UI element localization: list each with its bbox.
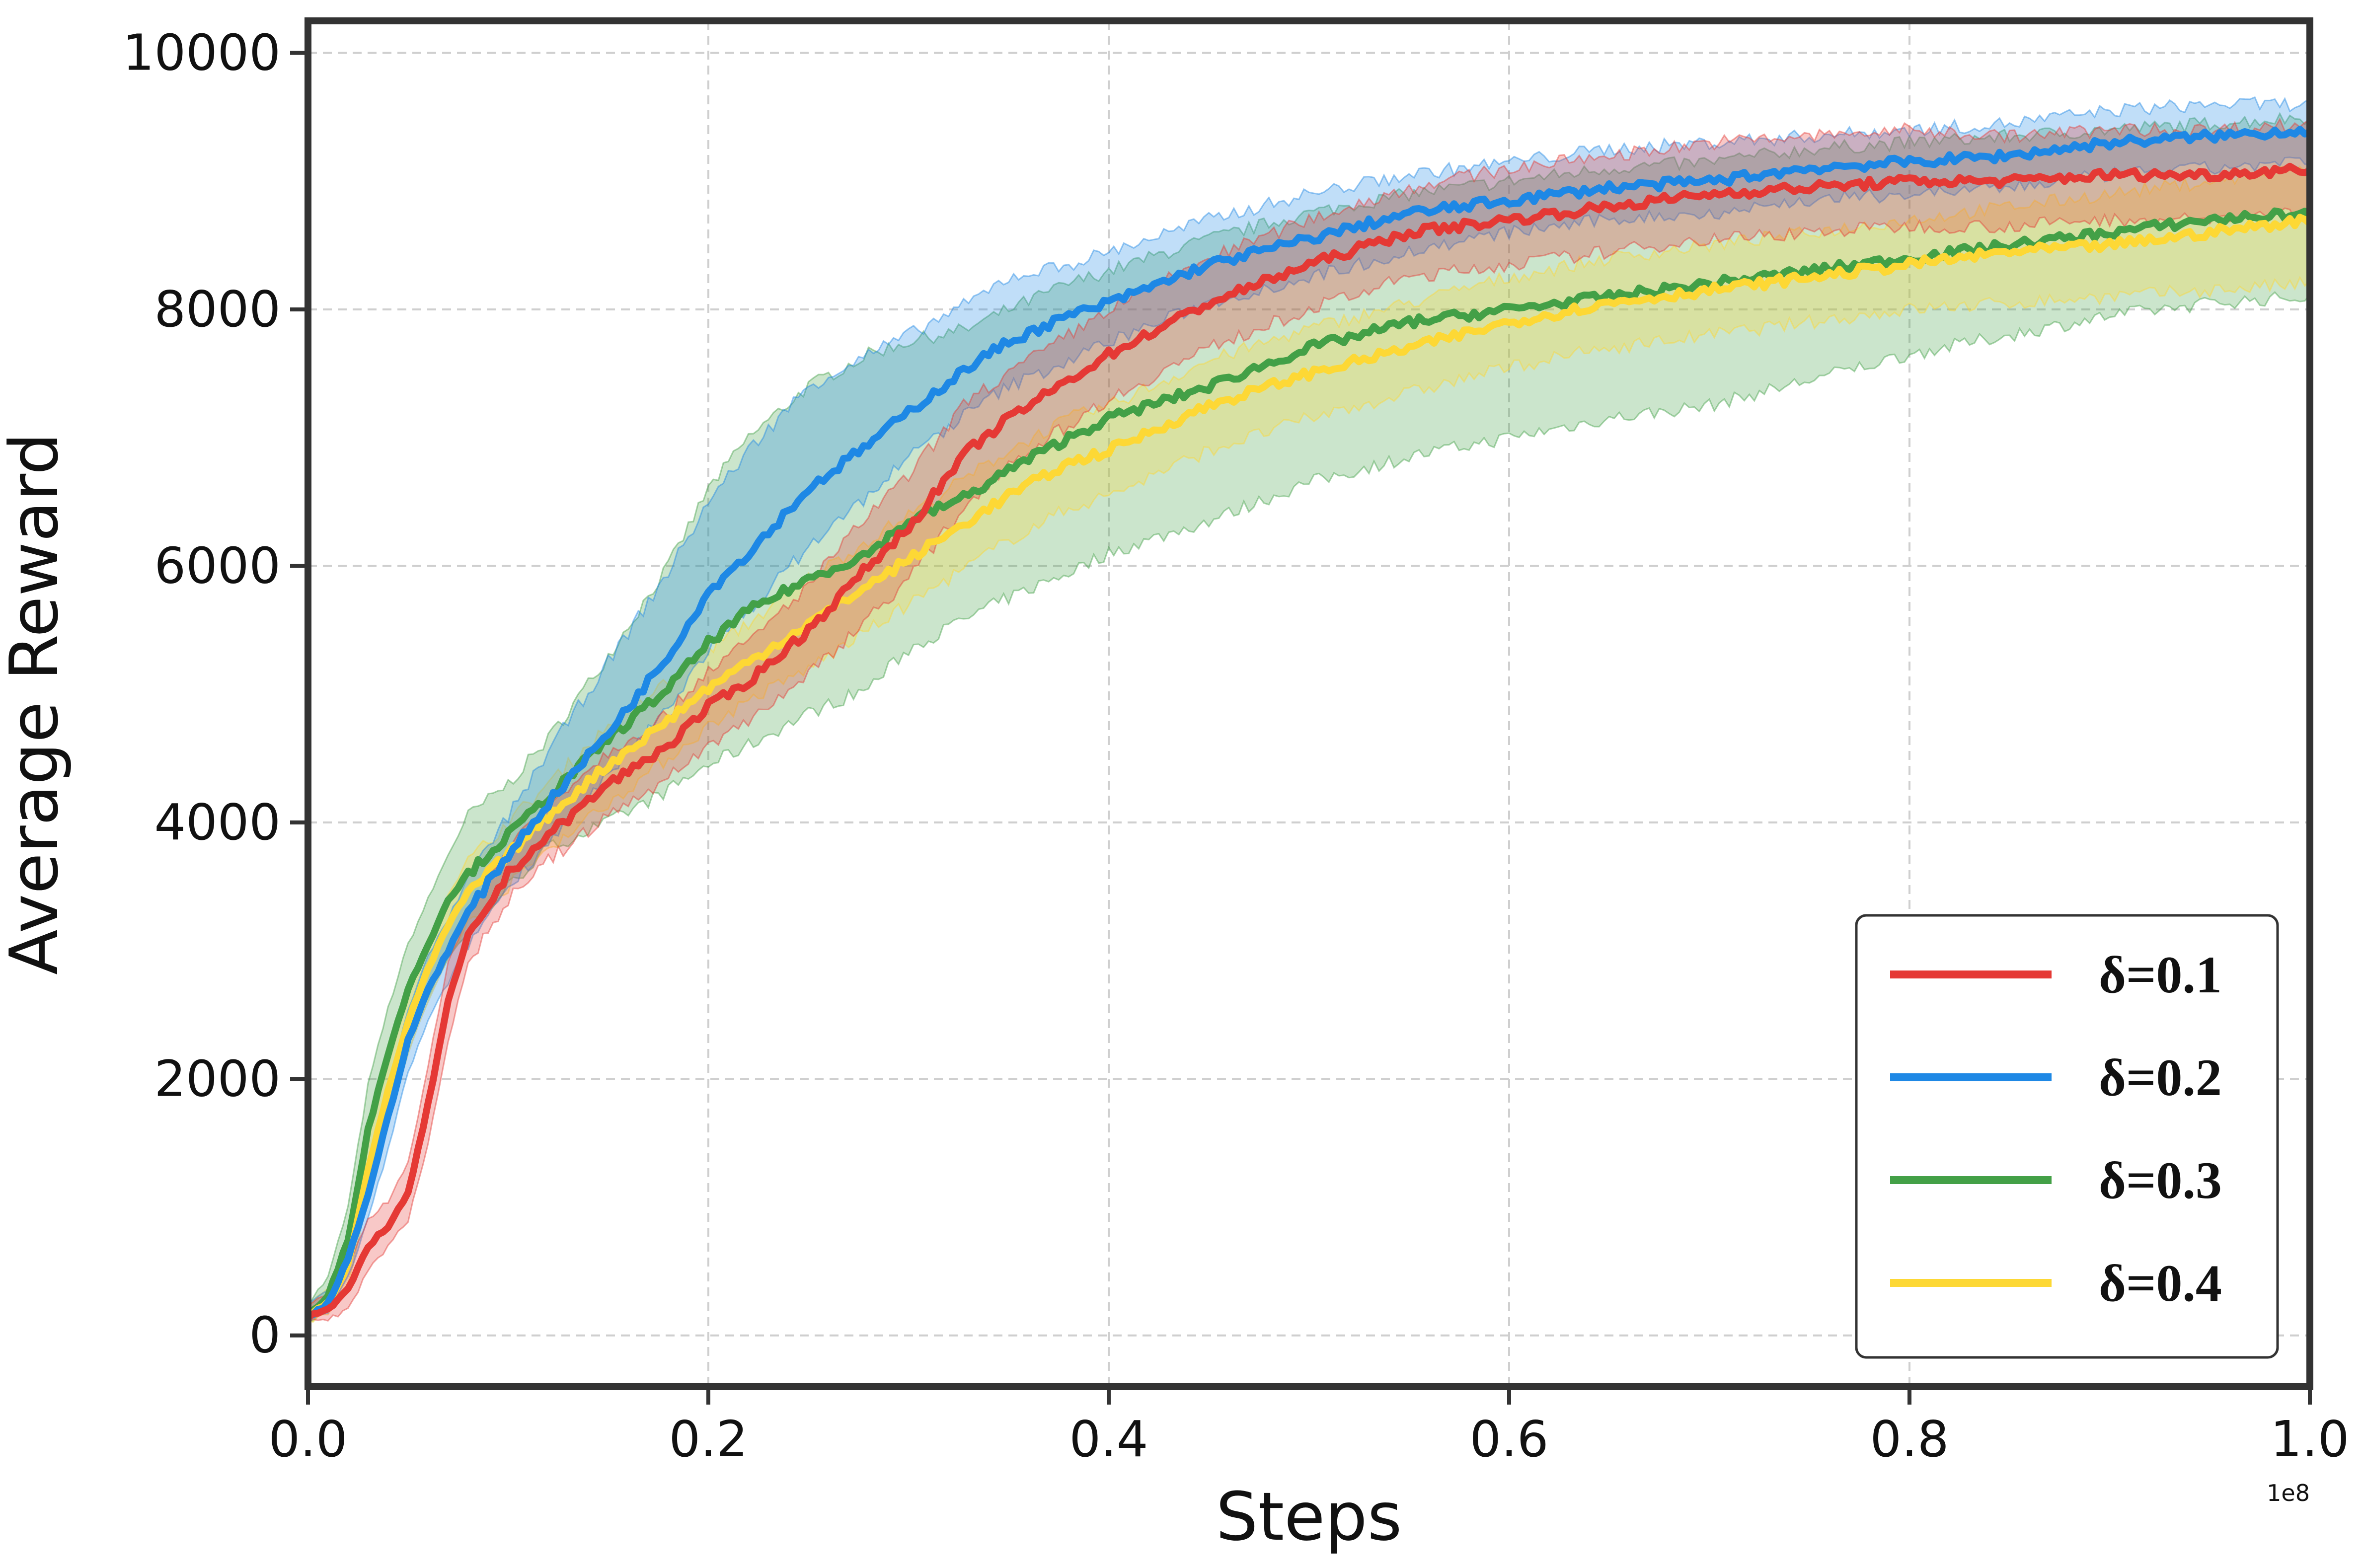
x-tick-label: 0.6 — [1469, 1410, 1548, 1468]
legend-label-4: δ=0.4 — [2099, 1254, 2222, 1312]
legend-label-1: δ=0.1 — [2099, 946, 2222, 1004]
y-tick-label: 10000 — [123, 24, 281, 82]
x-tick-label: 0.8 — [1870, 1410, 1949, 1468]
y-tick-label: 6000 — [154, 536, 281, 595]
y-tick-label: 0 — [249, 1306, 281, 1364]
legend-box — [1855, 914, 2279, 1359]
y-axis-title: Average Reward — [0, 433, 73, 975]
plot-frame — [305, 17, 2313, 1390]
line-δ=0.2 — [305, 126, 2313, 1319]
x-tick-label: 0.2 — [669, 1410, 748, 1468]
y-tick-label: 8000 — [154, 280, 281, 338]
y-tick-label: 2000 — [154, 1049, 281, 1108]
x-axis: 0.0 0.2 0.4 0.6 0.8 1.0 — [268, 1387, 2350, 1468]
y-axis: 0 2000 4000 6000 8000 10000 — [123, 24, 308, 1364]
line-δ=0.1 — [305, 162, 2313, 1321]
legend-label-2: δ=0.2 — [2099, 1048, 2222, 1107]
line-δ=0.4 — [305, 214, 2313, 1319]
legend: δ=0.1 δ=0.2 δ=0.3 δ=0.4 — [1855, 914, 2279, 1359]
x-tick-label: 0.4 — [1069, 1410, 1148, 1468]
x-tick-label: 1.0 — [2270, 1410, 2349, 1468]
x-axis-offset-label: 1e8 — [2267, 1480, 2310, 1506]
x-tick-label: 0.0 — [268, 1410, 347, 1468]
legend-label-3: δ=0.3 — [2099, 1151, 2222, 1209]
series-lines — [305, 126, 2313, 1321]
y-tick-label: 4000 — [154, 793, 281, 851]
x-axis-title: Steps — [1216, 1478, 1402, 1556]
